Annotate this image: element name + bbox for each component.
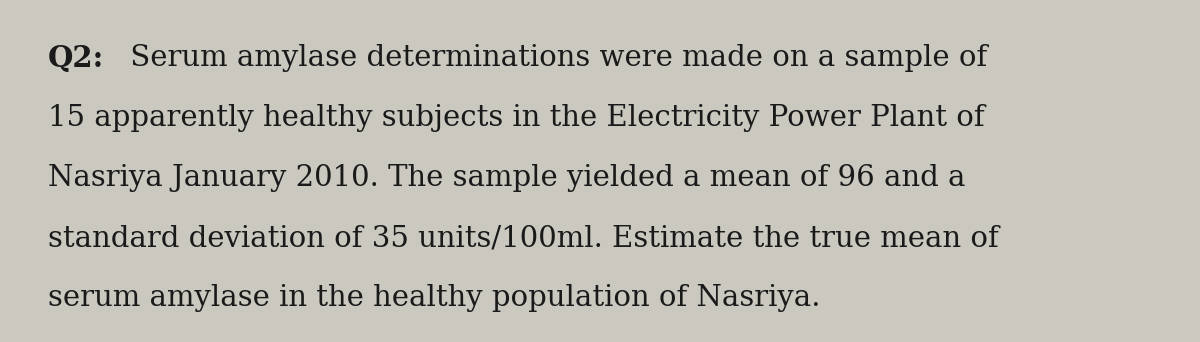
Text: 15 apparently healthy subjects in the Electricity Power Plant of: 15 apparently healthy subjects in the El… xyxy=(48,104,985,132)
Text: serum amylase in the healthy population of Nasriya.: serum amylase in the healthy population … xyxy=(48,284,821,312)
Text: Nasriya January 2010. The sample yielded a mean of 96 and a: Nasriya January 2010. The sample yielded… xyxy=(48,164,966,192)
Text: Serum amylase determinations were made on a sample of: Serum amylase determinations were made o… xyxy=(121,44,986,73)
Text: standard deviation of 35 units/100ml. Estimate the true mean of: standard deviation of 35 units/100ml. Es… xyxy=(48,224,998,252)
Text: Q2:: Q2: xyxy=(48,44,104,74)
